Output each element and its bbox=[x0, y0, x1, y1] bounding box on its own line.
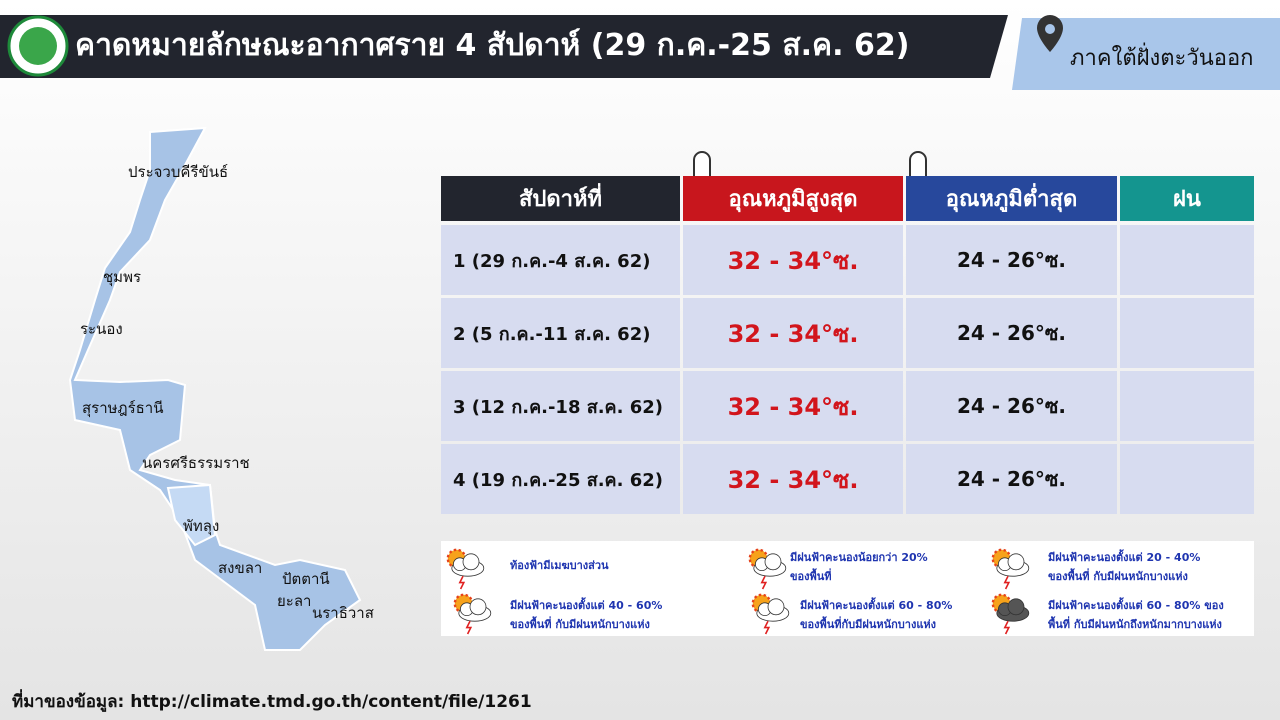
rain-cell bbox=[1120, 225, 1254, 295]
source: ที่มาของข้อมูล: http://climate.tmd.go.th… bbox=[12, 692, 532, 712]
legend-item: มีฝนฟ้าคะนองตั้งแต่ 20 - 40% ของพื้นที่ ก… bbox=[1048, 548, 1200, 586]
legend-text: มีฝนฟ้าคะนองตั้งแต่ 60 - 80% ของ bbox=[1048, 599, 1224, 612]
legend-text: พื้นที่ กับมีฝนหนักถึงหนักมากบางแห่ง bbox=[1048, 618, 1222, 631]
legend-item: ท้องฟ้ามีเมฆบางส่วน bbox=[510, 556, 609, 575]
province-label: นราธิวาส bbox=[312, 604, 374, 622]
max-temp: 32 - 34°ซ. bbox=[683, 225, 903, 295]
min-temp: 24 - 26°ซ. bbox=[906, 225, 1117, 295]
max-temp: 32 - 34°ซ. bbox=[683, 371, 903, 441]
legend-item: มีฝนฟ้าคะนองตั้งแต่ 40 - 60% ของพื้นที่ ก… bbox=[510, 596, 662, 634]
province-label: สงขลา bbox=[218, 559, 263, 577]
province-label: สุราษฎร์ธานี bbox=[82, 399, 164, 417]
table-header: อุณหภูมิต่ำสุด bbox=[906, 176, 1117, 221]
region-box bbox=[1012, 18, 1280, 90]
table-header: อุณหภูมิสูงสุด bbox=[683, 176, 903, 221]
province-label: พัทลุง bbox=[183, 517, 220, 535]
province-label: ยะลา bbox=[277, 592, 312, 610]
rain-cell bbox=[1120, 444, 1254, 514]
weather-icon bbox=[453, 593, 492, 635]
max-temp: 32 - 34°ซ. bbox=[683, 444, 903, 514]
weather-icon bbox=[748, 548, 787, 590]
week: 1 (29 ก.ค.-4 ส.ค. 62) bbox=[441, 225, 680, 295]
max-temp: 32 - 34°ซ. bbox=[683, 298, 903, 368]
weather-icon bbox=[991, 548, 1030, 590]
region-map bbox=[68, 126, 362, 651]
min-temp: 24 - 26°ซ. bbox=[906, 444, 1117, 514]
legend-text: ของพื้นที่ กับมีฝนหนักบางแห่ง bbox=[1048, 570, 1188, 583]
province-label: นครศรีธรรมราช bbox=[142, 454, 250, 472]
legend-box bbox=[441, 541, 1254, 636]
province-label: ระนอง bbox=[80, 320, 123, 338]
province-label: ประจวบคีรีขันธ์ bbox=[128, 163, 229, 181]
weather-icon bbox=[751, 593, 790, 635]
province-label: ปัตตานี bbox=[282, 570, 330, 588]
weather-icon bbox=[991, 593, 1030, 635]
legend-text: มีฝนฟ้าคะนองตั้งแต่ 20 - 40% bbox=[1048, 551, 1201, 564]
title: คาดหมายลักษณะอากาศราย 4 สัปดาห์ (29 ก.ค.… bbox=[75, 28, 910, 63]
legend-text: ของพื้นที่ bbox=[790, 570, 832, 583]
weather-icon bbox=[446, 548, 485, 590]
legend-text: มีฝนฟ้าคะนองตั้งแต่ 40 - 60% bbox=[510, 599, 663, 612]
rain-cell bbox=[1120, 371, 1254, 441]
header-bar bbox=[0, 15, 1008, 78]
rain-cell bbox=[1120, 298, 1254, 368]
region: ภาคใต้ฝั่งตะวันออก bbox=[1070, 46, 1254, 71]
legend-text: ของพื้นที่ กับมีฝนหนักบางแห่ง bbox=[510, 618, 650, 631]
legend-text: ของพื้นที่กับมีฝนหนักบางแห่ง bbox=[800, 618, 937, 631]
legend-text: ท้องฟ้ามีเมฆบางส่วน bbox=[510, 559, 609, 572]
legend-item: มีฝนฟ้าคะนองตั้งแต่ 60 - 80% ของพื้นที่กั… bbox=[800, 596, 952, 634]
table-header: ฝน bbox=[1120, 176, 1254, 221]
pin-hole bbox=[1045, 24, 1055, 34]
province-label: ชุมพร bbox=[103, 268, 142, 286]
legend-text: มีฝนฟ้าคะนองน้อยกว่า 20% bbox=[790, 551, 928, 564]
min-temp: 24 - 26°ซ. bbox=[906, 298, 1117, 368]
table-header: สัปดาห์ที่ bbox=[441, 176, 680, 221]
legend-item: มีฝนฟ้าคะนองน้อยกว่า 20% ของพื้นที่ bbox=[790, 548, 928, 586]
week: 2 (5 ก.ค.-11 ส.ค. 62) bbox=[441, 298, 680, 368]
logo-inner bbox=[19, 27, 57, 65]
map-highlight bbox=[166, 483, 217, 547]
legend-text: มีฝนฟ้าคะนองตั้งแต่ 60 - 80% bbox=[800, 599, 953, 612]
legend-item: มีฝนฟ้าคะนองตั้งแต่ 60 - 80% ของพื้นที่ … bbox=[1048, 596, 1224, 634]
week: 3 (12 ก.ค.-18 ส.ค. 62) bbox=[441, 371, 680, 441]
min-temp: 24 - 26°ซ. bbox=[906, 371, 1117, 441]
week: 4 (19 ก.ค.-25 ส.ค. 62) bbox=[441, 444, 680, 514]
